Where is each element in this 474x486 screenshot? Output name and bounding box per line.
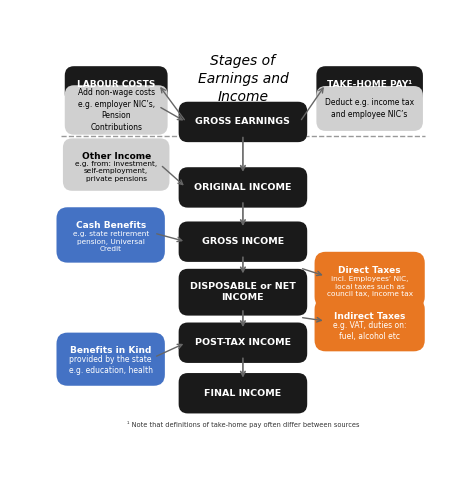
Text: Indirect Taxes: Indirect Taxes bbox=[334, 312, 405, 321]
FancyBboxPatch shape bbox=[315, 252, 425, 308]
FancyBboxPatch shape bbox=[179, 167, 307, 208]
FancyBboxPatch shape bbox=[56, 332, 165, 386]
Text: ORIGINAL INCOME: ORIGINAL INCOME bbox=[194, 183, 292, 192]
Text: Deduct e.g. income tax
and employee NIC’s: Deduct e.g. income tax and employee NIC’… bbox=[325, 98, 414, 119]
FancyBboxPatch shape bbox=[179, 269, 307, 315]
FancyBboxPatch shape bbox=[63, 139, 169, 191]
Text: TAKE-HOME PAY¹: TAKE-HOME PAY¹ bbox=[327, 80, 412, 89]
Text: incl. Employees’ NIC,
local taxes such as
council tax, income tax: incl. Employees’ NIC, local taxes such a… bbox=[327, 276, 413, 297]
FancyBboxPatch shape bbox=[316, 66, 423, 103]
Text: e.g. VAT, duties on:
fuel, alcohol etc: e.g. VAT, duties on: fuel, alcohol etc bbox=[333, 321, 406, 341]
Text: GROSS EARNINGS: GROSS EARNINGS bbox=[195, 118, 291, 126]
FancyBboxPatch shape bbox=[179, 222, 307, 262]
FancyBboxPatch shape bbox=[316, 86, 423, 131]
Text: provided by the state
e.g. education, health: provided by the state e.g. education, he… bbox=[69, 355, 153, 375]
Text: LABOUR COSTS: LABOUR COSTS bbox=[77, 80, 155, 89]
FancyBboxPatch shape bbox=[179, 102, 307, 142]
Text: POST-TAX INCOME: POST-TAX INCOME bbox=[195, 338, 291, 347]
Text: Benefits: Benefits bbox=[79, 210, 124, 220]
FancyBboxPatch shape bbox=[179, 323, 307, 363]
Text: FINAL INCOME: FINAL INCOME bbox=[204, 389, 282, 398]
Text: DISPOSABLE or NET
INCOME: DISPOSABLE or NET INCOME bbox=[190, 282, 296, 302]
FancyBboxPatch shape bbox=[179, 373, 307, 414]
Text: Stages of
Earnings and
Income: Stages of Earnings and Income bbox=[198, 53, 288, 104]
Text: Add non-wage costs
e.g. employer NIC’s,
Pension
Contributions: Add non-wage costs e.g. employer NIC’s, … bbox=[78, 88, 155, 132]
Text: ¹ Note that definitions of take-home pay often differ between sources: ¹ Note that definitions of take-home pay… bbox=[127, 421, 359, 428]
Text: Taxes: Taxes bbox=[355, 252, 385, 262]
Text: Other Income: Other Income bbox=[82, 152, 151, 161]
FancyBboxPatch shape bbox=[315, 298, 425, 351]
Text: Benefits in Kind: Benefits in Kind bbox=[70, 347, 151, 355]
Text: Direct Taxes: Direct Taxes bbox=[338, 266, 401, 275]
Text: GROSS INCOME: GROSS INCOME bbox=[202, 237, 284, 246]
Text: e.g. from: investment,
self-employment,
private pensions: e.g. from: investment, self-employment, … bbox=[75, 161, 157, 182]
FancyBboxPatch shape bbox=[56, 207, 165, 262]
Text: e.g. state retirement
pension, Universal
Credit: e.g. state retirement pension, Universal… bbox=[73, 231, 149, 252]
FancyBboxPatch shape bbox=[65, 66, 168, 103]
FancyBboxPatch shape bbox=[65, 85, 168, 135]
Text: Cash Benefits: Cash Benefits bbox=[75, 222, 146, 230]
